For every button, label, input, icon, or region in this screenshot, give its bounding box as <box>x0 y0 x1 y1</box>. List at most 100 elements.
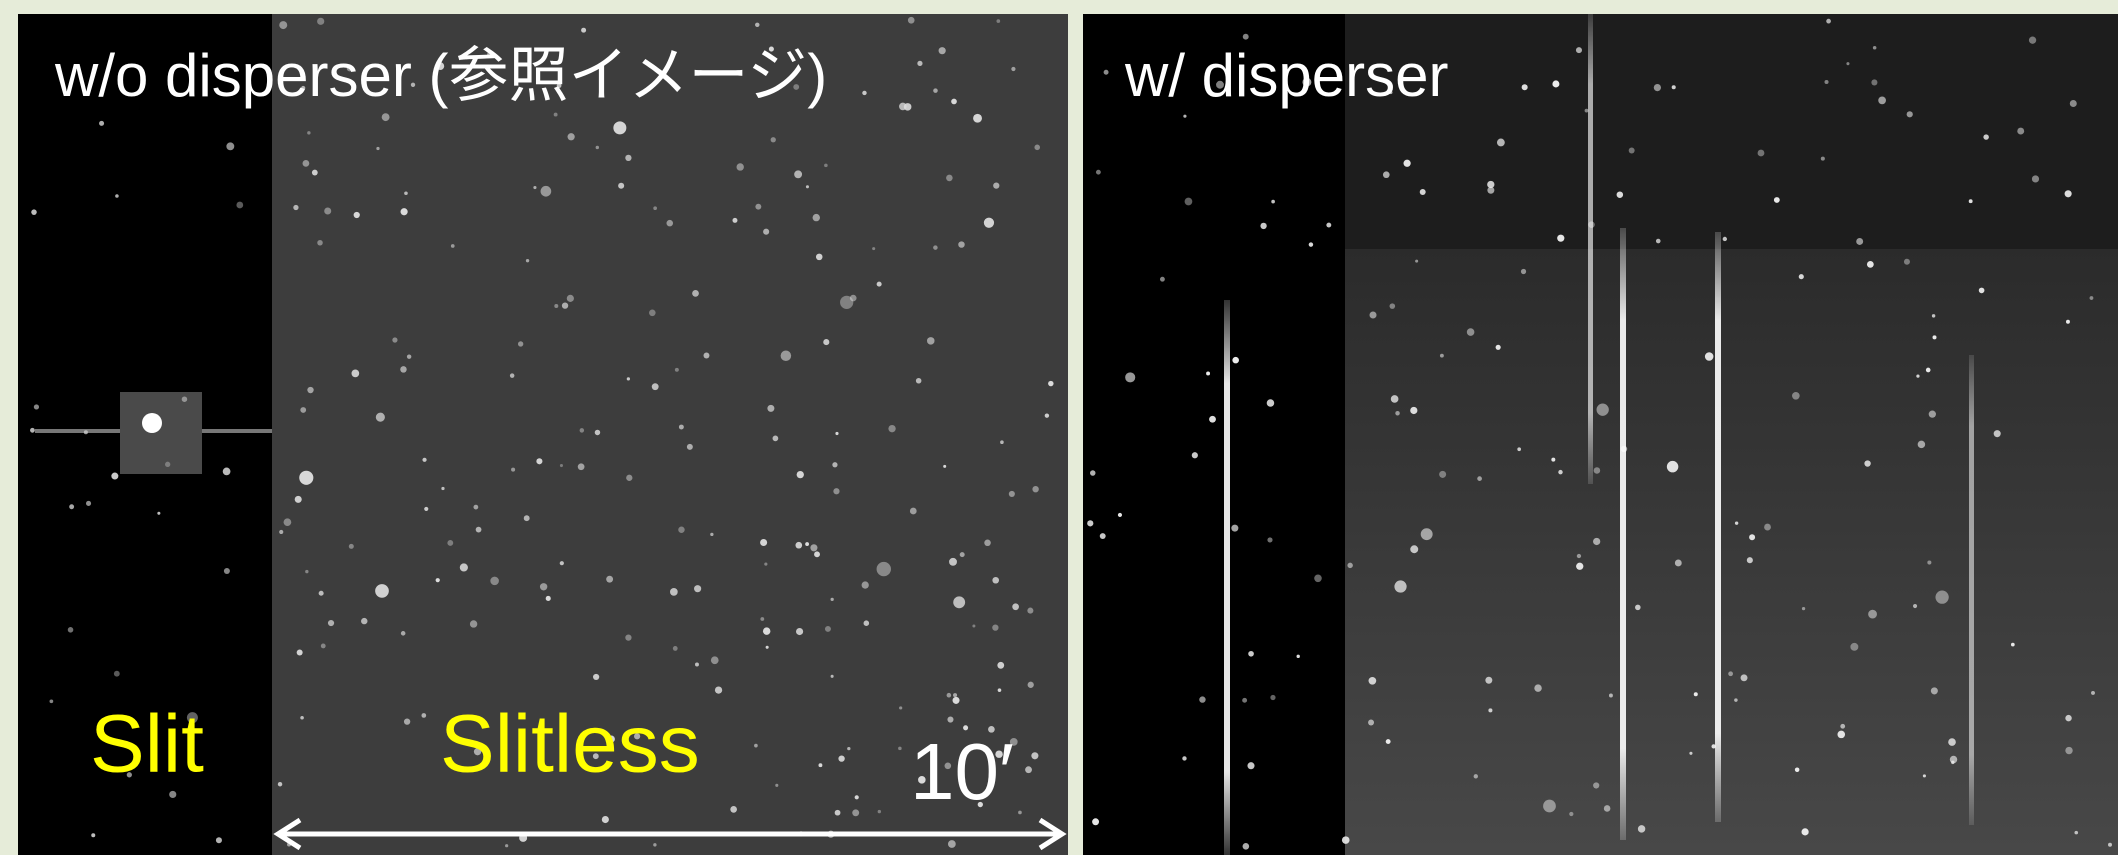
star <box>764 562 767 565</box>
star <box>948 840 956 848</box>
star <box>317 18 324 25</box>
star <box>1368 719 1374 725</box>
slit-box <box>120 392 202 474</box>
star <box>1871 79 1877 85</box>
star <box>2066 320 2070 324</box>
star <box>303 160 310 167</box>
star <box>816 254 823 261</box>
star <box>806 185 809 188</box>
star <box>1801 828 1808 835</box>
panel-title: w/ disperser <box>1124 42 1448 109</box>
star <box>1558 470 1562 474</box>
star <box>2029 37 2036 44</box>
star <box>1104 70 1109 75</box>
star <box>1521 269 1526 274</box>
star <box>1543 800 1556 813</box>
star <box>666 220 673 227</box>
star <box>279 530 283 534</box>
star <box>436 578 440 582</box>
star <box>1728 671 1733 676</box>
slitless-area <box>1345 249 2118 855</box>
star <box>1090 470 1095 475</box>
star <box>835 432 838 435</box>
star <box>898 747 902 751</box>
star <box>862 91 866 95</box>
star <box>2090 296 2094 300</box>
slit-label: Slit <box>90 699 204 790</box>
star <box>767 405 774 412</box>
star <box>766 646 769 649</box>
star <box>2091 691 2095 695</box>
star <box>1837 731 1845 739</box>
star <box>1496 345 1501 350</box>
star <box>407 354 411 358</box>
star <box>1243 843 1250 850</box>
star <box>1485 677 1492 684</box>
star <box>992 624 998 630</box>
star <box>996 19 1000 23</box>
star <box>1267 537 1272 542</box>
star <box>1247 762 1254 769</box>
star <box>31 209 37 215</box>
star <box>376 147 379 150</box>
star <box>1741 674 1748 681</box>
star <box>2011 643 2015 647</box>
star <box>354 212 360 218</box>
star <box>490 577 499 586</box>
star <box>1795 767 1800 772</box>
star <box>1271 200 1275 204</box>
star <box>997 662 1004 669</box>
star <box>324 207 331 214</box>
star <box>305 570 308 573</box>
star <box>831 675 834 678</box>
star <box>899 706 902 709</box>
star <box>1185 198 1193 206</box>
star <box>1410 407 1417 414</box>
star <box>510 373 514 377</box>
star <box>1011 67 1015 71</box>
star <box>763 229 769 235</box>
star <box>711 656 719 664</box>
star <box>307 387 313 393</box>
star <box>933 245 938 250</box>
star <box>441 487 444 490</box>
star <box>763 627 770 634</box>
star <box>775 784 778 787</box>
star <box>1916 375 1919 378</box>
star <box>760 539 767 546</box>
star <box>1867 261 1874 268</box>
star <box>771 137 776 142</box>
star <box>319 591 324 596</box>
star <box>300 407 306 413</box>
star <box>284 518 292 526</box>
star <box>1825 80 1829 84</box>
star <box>1391 395 1399 403</box>
star <box>1569 812 1573 816</box>
star <box>1420 189 1426 195</box>
star <box>1913 604 1917 608</box>
star <box>1948 738 1956 746</box>
star <box>1694 692 1698 696</box>
star <box>1656 239 1661 244</box>
star <box>847 747 850 750</box>
star <box>580 428 584 432</box>
star <box>670 588 678 596</box>
star <box>182 396 187 401</box>
star <box>703 353 709 359</box>
star <box>1096 170 1101 175</box>
star <box>1297 655 1300 658</box>
star <box>626 475 632 481</box>
star <box>653 843 656 846</box>
panel-title: w/o disperser (参照イメージ) <box>54 42 827 109</box>
star <box>1904 259 1910 265</box>
star <box>998 688 1002 692</box>
star <box>279 21 287 29</box>
star <box>404 718 410 724</box>
star <box>1000 440 1004 444</box>
star <box>992 577 999 584</box>
star <box>1705 352 1714 361</box>
star <box>1672 85 1676 89</box>
star <box>1638 825 1645 832</box>
star <box>562 302 568 308</box>
star <box>223 468 231 476</box>
